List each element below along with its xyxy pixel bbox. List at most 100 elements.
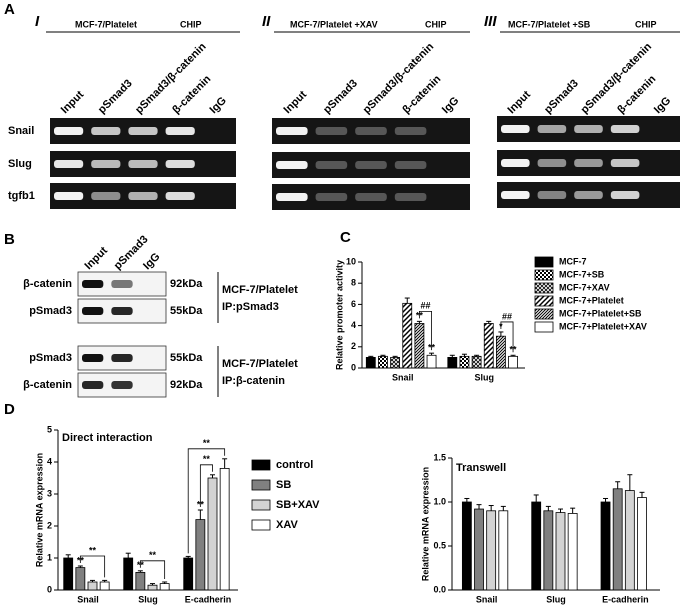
- legend-label: MCF-7+Platelet: [559, 295, 624, 305]
- band: [128, 192, 158, 200]
- legend-swatch: [251, 479, 271, 491]
- band: [82, 307, 104, 315]
- band: [610, 159, 640, 167]
- band: [128, 127, 158, 135]
- y-tick-label: 0.0: [433, 584, 446, 594]
- x-tick-label: E-cadherin: [602, 594, 649, 604]
- legend-label: control: [276, 459, 313, 471]
- lane-label: pSmad3/β-catenin: [361, 41, 437, 117]
- y-tick-label: 3: [47, 488, 52, 498]
- bracket: [500, 321, 514, 353]
- lane-label: β-catenin: [400, 73, 443, 116]
- bar: [378, 355, 388, 369]
- protein-label: pSmad3: [29, 305, 72, 317]
- size-label: 55kDa: [170, 305, 203, 317]
- band: [111, 307, 133, 315]
- bar: [555, 512, 566, 591]
- y-tick-label: 4: [47, 456, 52, 466]
- bar: [543, 510, 554, 591]
- condition: MCF-7/Platelet +XAV: [290, 19, 378, 29]
- band: [82, 381, 104, 389]
- bar: [486, 510, 497, 591]
- subpanel-numeral: III: [484, 13, 497, 30]
- condition: MCF-7/Platelet: [222, 358, 298, 370]
- band: [394, 193, 427, 201]
- band: [574, 159, 603, 167]
- x-tick-label: Slug: [546, 594, 566, 604]
- band: [315, 161, 348, 169]
- x-tick-label: Slug: [138, 594, 158, 604]
- bar: [508, 355, 518, 369]
- condition: MCF-7/Platelet: [222, 284, 298, 296]
- x-tick-label: Slug: [475, 372, 495, 382]
- legend-swatch: [251, 459, 271, 471]
- bar: [219, 467, 230, 591]
- band: [610, 125, 640, 133]
- bar: [159, 583, 170, 591]
- legend-swatch: [251, 499, 271, 511]
- legend-label: MCF-7+SB: [559, 269, 605, 279]
- significance: **: [149, 550, 157, 560]
- bar: [365, 356, 376, 369]
- legend-swatch: [534, 282, 554, 294]
- band: [165, 127, 195, 135]
- lane-label: Input: [506, 88, 534, 116]
- panel-label: D: [4, 401, 15, 418]
- bar: [183, 557, 194, 591]
- y-tick-label: 1.5: [433, 452, 446, 462]
- subpanel-numeral: I: [35, 13, 40, 30]
- bracket: [199, 464, 213, 507]
- y-axis-label: Relative mRNA expression: [34, 453, 44, 567]
- y-tick-label: 10: [346, 256, 356, 266]
- band: [91, 192, 121, 200]
- legend-swatch: [534, 256, 554, 268]
- band: [355, 161, 387, 169]
- subpanel-numeral: II: [262, 13, 271, 30]
- band: [165, 160, 195, 168]
- legend-swatch: [534, 269, 554, 281]
- band: [537, 159, 567, 167]
- lane-label: Input: [82, 244, 110, 272]
- bar: [87, 581, 98, 591]
- band: [276, 127, 308, 135]
- lane-label: Input: [282, 88, 310, 116]
- bar: [99, 581, 110, 591]
- significance: ##: [420, 301, 430, 311]
- band: [537, 191, 567, 199]
- y-axis-label: Relative mRNA expression: [420, 467, 430, 581]
- legend-label: XAV: [276, 519, 298, 531]
- bar: [600, 501, 611, 591]
- band: [574, 191, 603, 199]
- legend-label: SB+XAV: [276, 499, 320, 511]
- legend-label: MCF-7+Platelet+SB: [559, 308, 642, 318]
- lane-label: pSmad3/β-catenin: [133, 41, 209, 117]
- legend-label: MCF-7+XAV: [559, 282, 610, 292]
- y-tick-label: 2: [47, 520, 52, 530]
- y-tick-label: 1.0: [433, 496, 446, 506]
- band: [501, 125, 530, 133]
- chart-title: Transwell: [456, 462, 506, 474]
- bar: [495, 335, 506, 369]
- band: [276, 161, 308, 169]
- y-tick-label: 4: [351, 320, 356, 330]
- bar: [637, 497, 647, 591]
- band: [111, 381, 133, 389]
- panel-label: A: [4, 1, 15, 18]
- bracket: [139, 560, 166, 579]
- y-tick-label: 2: [351, 341, 356, 351]
- bar: [123, 557, 134, 591]
- significance: ##: [502, 311, 512, 321]
- condition: MCF-7/Platelet +SB: [508, 19, 591, 29]
- bar: [195, 519, 206, 591]
- lane-label: Input: [59, 88, 87, 116]
- legend-swatch: [251, 519, 271, 531]
- lane-label: IgG: [141, 251, 162, 272]
- band: [54, 192, 84, 200]
- assay: CHIP: [180, 19, 202, 29]
- bar: [75, 567, 86, 591]
- protein-label: β-catenin: [23, 379, 72, 391]
- lane-label: pSmad3: [321, 77, 360, 116]
- band: [91, 160, 121, 168]
- band: [82, 354, 104, 362]
- y-tick-label: 8: [351, 278, 356, 288]
